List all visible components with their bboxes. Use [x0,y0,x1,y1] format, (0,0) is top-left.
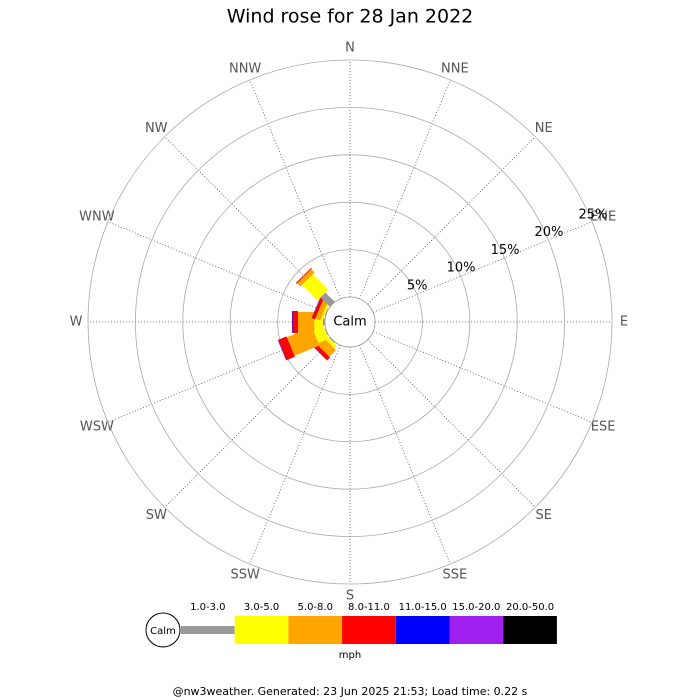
r-tick-label: 20% [535,225,564,240]
rose-segment [312,297,324,320]
radial-line [367,136,536,305]
direction-label: SE [536,508,552,523]
legend-label: 20.0-50.0 [506,602,554,613]
direction-label: SSW [230,568,260,583]
direction-label: WSW [80,419,114,434]
legend-calm [145,612,181,648]
rose-segment [324,308,329,316]
legend-calm-label: Calm [150,626,176,637]
rose-segment [278,336,295,361]
direction-label: WNW [79,210,115,225]
rose-segment [295,267,312,284]
radial-line [359,344,451,565]
radial-line [249,79,341,300]
radial-line [249,344,341,565]
legend-swatch [181,626,235,634]
direction-label: ENE [590,210,616,225]
r-tick-label: 15% [491,243,520,258]
legend-label: 1.0-3.0 [190,602,225,613]
rose-segment [286,326,320,356]
chart-title: Wind rose for 28 Jan 2022 [227,6,474,28]
rose-segment [324,328,329,336]
legend-label: 3.0-5.0 [244,602,279,613]
direction-label: NNW [229,61,261,76]
legend-label: 15.0-20.0 [452,602,500,613]
radial-line [107,221,328,313]
rose-segment [292,311,293,333]
footer: @nw3weather. Generated: 23 Jun 2025 21:5… [173,685,528,698]
direction-label: SSE [442,568,467,583]
radial-line [372,221,593,313]
grid-ring [182,154,518,490]
radial-line [359,79,451,300]
direction-label: NNE [441,61,469,76]
radial-line [164,339,333,508]
legend-swatch [234,616,289,644]
legend-swatch [288,616,343,644]
legend-label: 11.0-15.0 [399,602,447,613]
direction-label: SW [146,508,167,523]
grid-ring [277,249,423,395]
direction-label: ESE [591,419,616,434]
rose-segment [297,269,315,287]
rose-segment [329,337,335,343]
direction-label: W [70,315,83,330]
legend-swatch [342,616,396,644]
r-tick-label: 25% [578,207,607,222]
center-label: Calm [333,315,366,330]
legend-label: 5.0-8.0 [298,602,333,613]
radial-line [367,339,536,508]
radial-line [372,331,593,423]
r-tick-label: 5% [407,278,428,293]
legend-swatch [449,616,504,644]
direction-label: NE [535,121,553,136]
rose-segment [292,311,298,333]
rose-segment [311,297,321,319]
legend-label: 8.0-11.0 [348,602,390,613]
direction-label: NW [145,121,168,136]
rose-segment [320,292,335,307]
rose-segment [277,339,287,361]
grid-ring [134,106,566,538]
rose-segment [315,300,328,321]
grid-ring [87,59,613,585]
grid-ring [229,201,471,443]
rose-segment [312,325,329,344]
r-tick-label: 10% [447,261,476,276]
rose-segment [302,274,329,301]
legend-title: mph [339,650,361,661]
rose-segment [322,318,325,326]
direction-label: N [345,41,355,56]
direction-label: E [620,315,628,330]
rose-segment [321,304,329,319]
direction-label: S [346,589,354,604]
rose-segment [297,312,315,332]
legend-swatch [395,616,450,644]
legend-swatch [503,616,557,644]
